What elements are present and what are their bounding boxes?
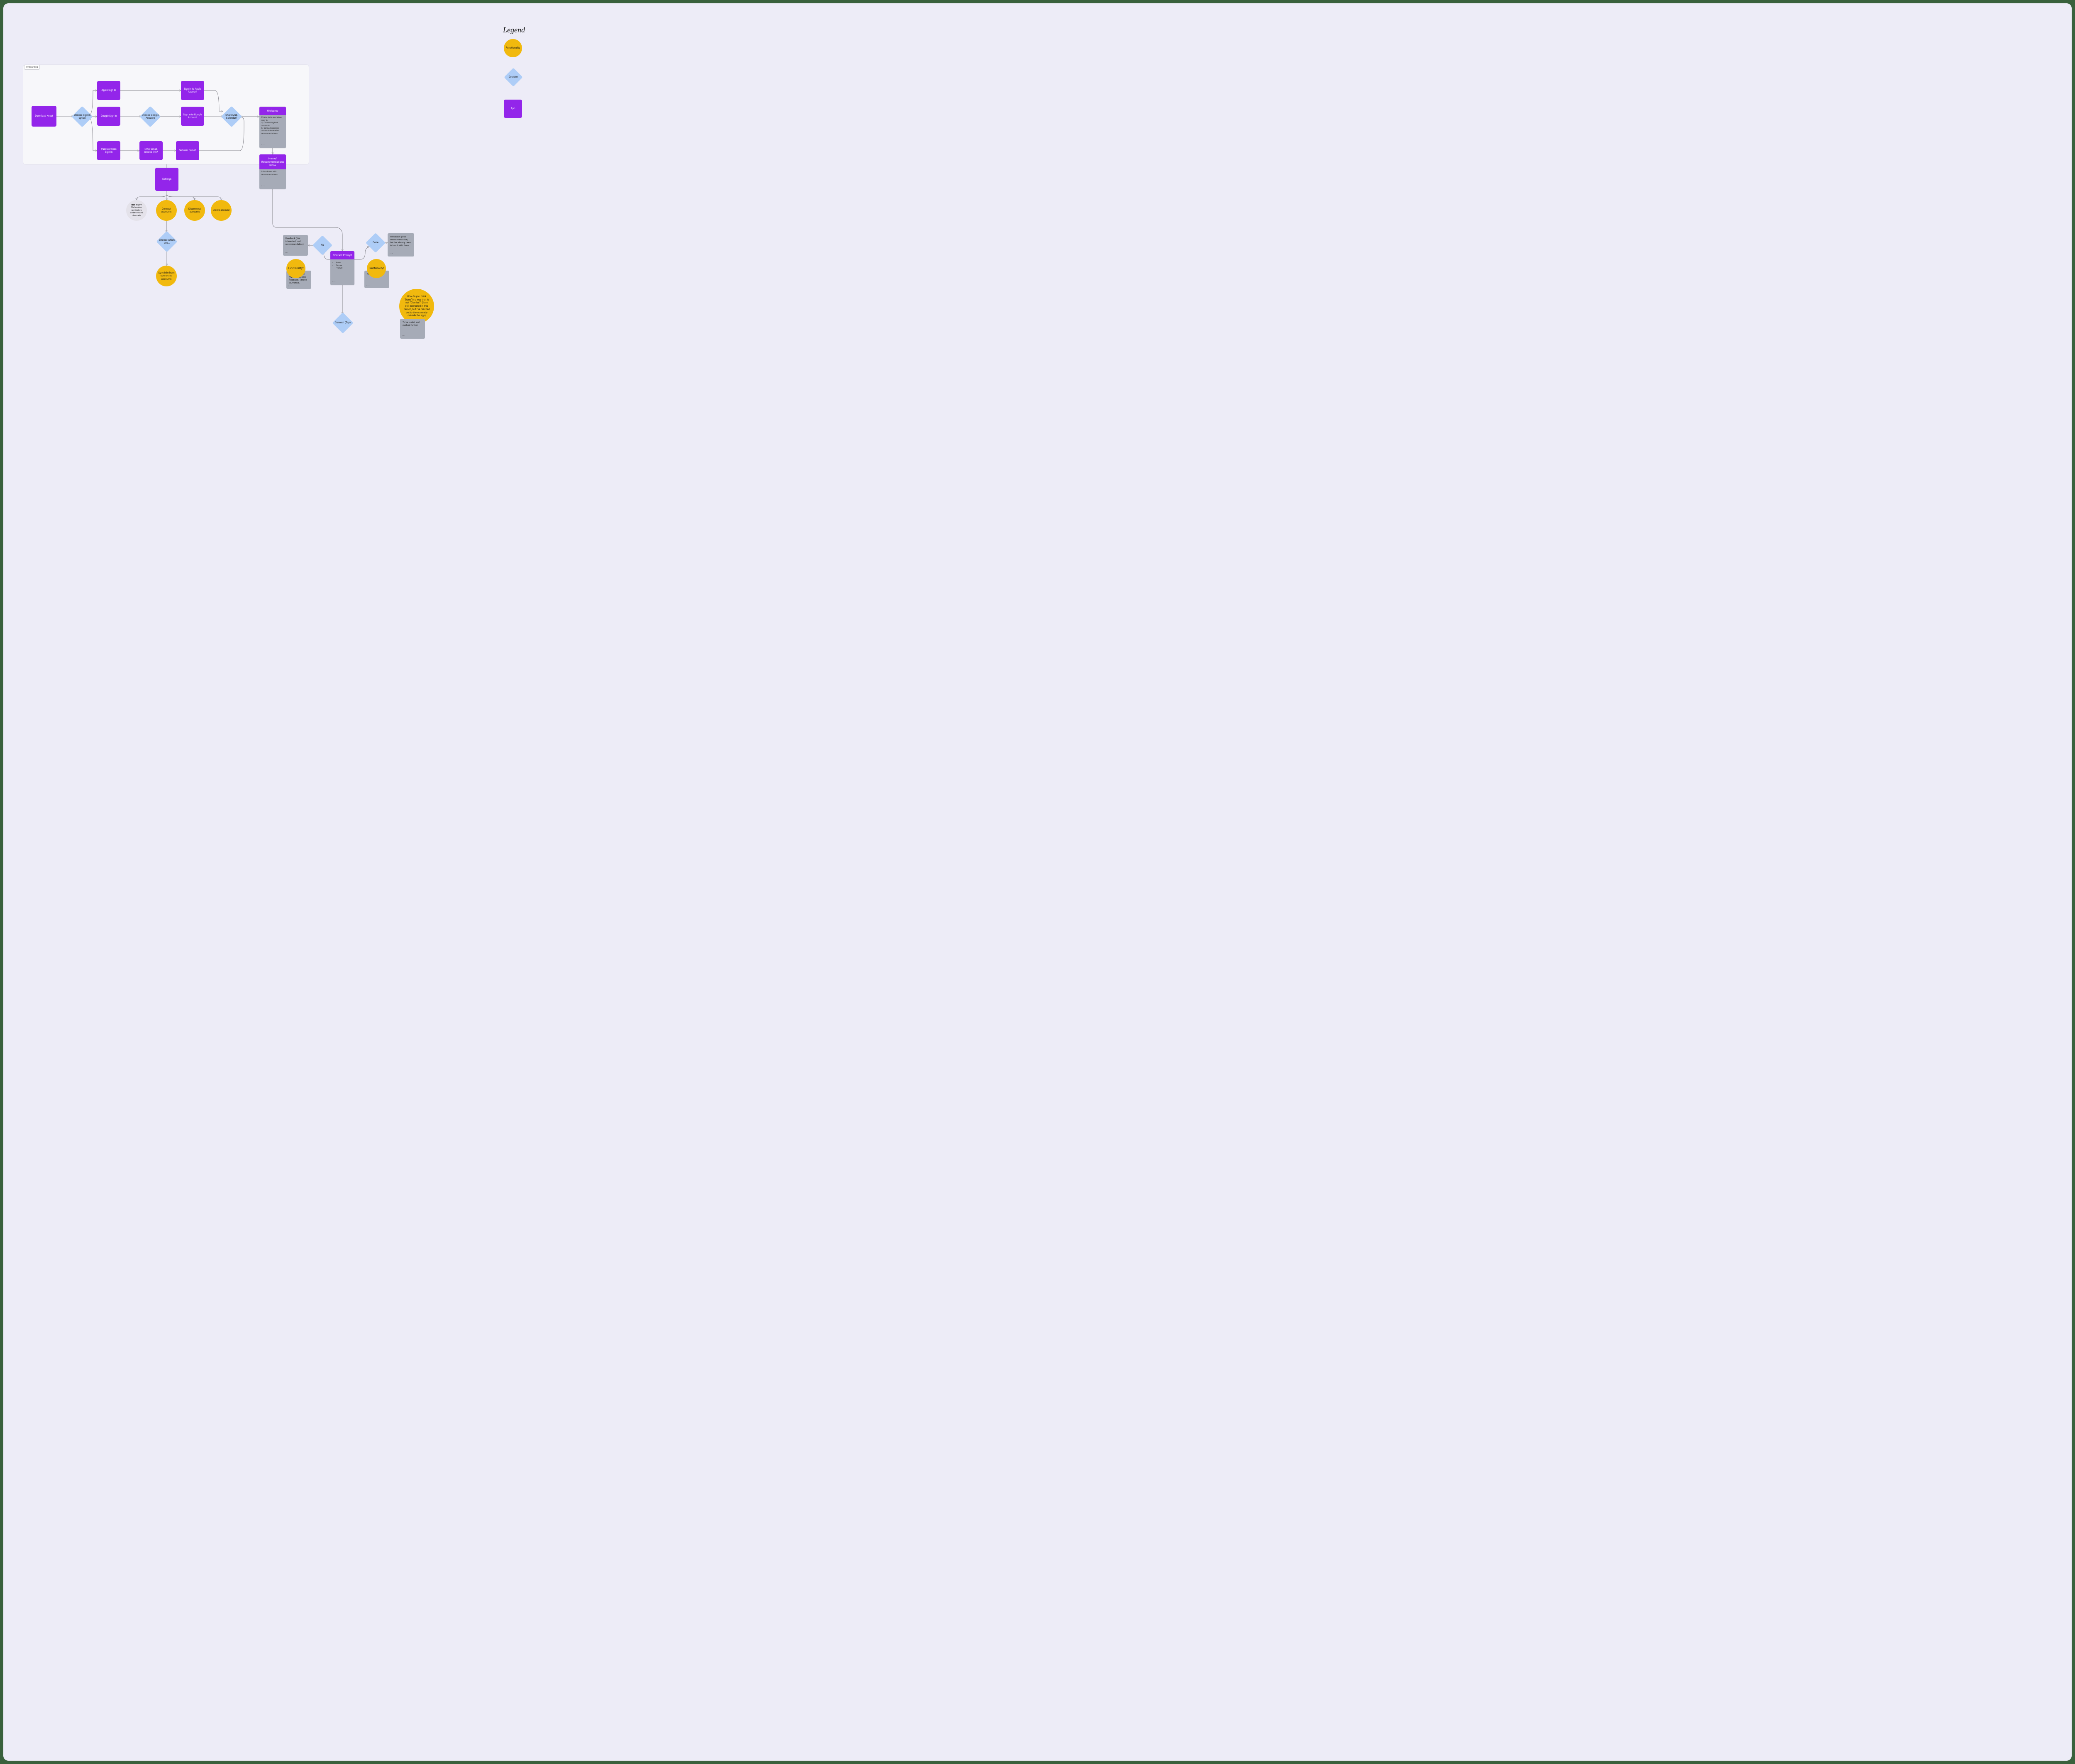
legend-functionality-label: Functionality bbox=[506, 46, 520, 49]
legend-title: Legend bbox=[503, 26, 525, 34]
node-enter-email: Enter email, receive link? bbox=[139, 141, 163, 160]
label: Choose which acc... bbox=[157, 232, 177, 252]
connectors bbox=[3, 3, 530, 393]
card-body: Empty state prompting user to a) Connect… bbox=[259, 115, 286, 148]
legend-app: App bbox=[504, 100, 522, 118]
node-share-mail-calendar: Share Mail, Calendar? bbox=[224, 109, 239, 124]
label: Functionality? bbox=[369, 267, 384, 270]
label: Choose Google Account bbox=[140, 107, 160, 127]
node-settings: Settings bbox=[155, 168, 178, 191]
node-functionality-right: Functionality? bbox=[367, 259, 386, 278]
label: Done bbox=[366, 233, 385, 252]
onboarding-tab: Onboarding bbox=[24, 65, 40, 70]
label: Passwordless Sign In bbox=[99, 148, 119, 154]
card-title: Home/ Recommendations Inbox bbox=[259, 154, 286, 169]
node-functionality-left: Functionality? bbox=[286, 259, 305, 278]
label: Delete account bbox=[213, 209, 229, 212]
legend-app-label: App bbox=[511, 107, 515, 110]
note-text: Feedback (Not interested, bad recommenda… bbox=[286, 237, 304, 246]
node-google-signin: Google Sign in bbox=[97, 107, 120, 126]
list-item: Prompt bbox=[336, 267, 352, 270]
node-choose-which-account: Choose which acc... bbox=[159, 234, 174, 249]
card-welcome: Welcome Empty state prompting user to a)… bbox=[259, 107, 286, 148]
node-signin-apple-account: Sign in to Apple Account bbox=[181, 81, 204, 100]
label: Settings bbox=[162, 178, 171, 181]
node-not-mvp: Not MVP?Determine reminders cadence and … bbox=[126, 200, 147, 221]
label: Sync Info from connected accounts bbox=[158, 271, 175, 281]
label: Download Knect bbox=[35, 115, 53, 118]
ellipsis-icon: ••• bbox=[402, 335, 405, 338]
label: Choose Sign in option bbox=[72, 107, 92, 127]
label: Google Sign in bbox=[101, 115, 117, 118]
legend-functionality: Functionality bbox=[504, 39, 522, 57]
label: Apple Sign In bbox=[102, 89, 116, 92]
label: Connect (Tap) bbox=[333, 313, 353, 333]
label: Disconnect accounts bbox=[186, 208, 203, 213]
card-body: Inbox/home with recommendations ••• bbox=[259, 169, 286, 189]
label: Functionality? bbox=[288, 267, 304, 270]
ellipsis-icon: ••• bbox=[288, 285, 292, 288]
ellipsis-icon: ••• bbox=[366, 284, 370, 287]
card-home-recommendations: Home/ Recommendations Inbox Inbox/home w… bbox=[259, 154, 286, 189]
node-set-username: Set user name? bbox=[176, 141, 199, 160]
label: No bbox=[313, 236, 332, 255]
ellipsis-icon: ••• bbox=[390, 253, 393, 256]
label: Not MVP?Determine reminders cadence and … bbox=[128, 204, 145, 217]
node-delete-account: Delete account bbox=[211, 200, 232, 221]
node-connect-accounts: Connect accounts bbox=[156, 200, 177, 221]
label: Sign in to Google Account bbox=[183, 113, 203, 120]
node-apple-signin: Apple Sign In bbox=[97, 81, 120, 100]
bubble-text: How do you mark "Done" in a way that is … bbox=[403, 295, 430, 318]
legend-decision-label: Decision bbox=[504, 68, 522, 86]
node-choose-google-account: Choose Google Account bbox=[143, 109, 158, 124]
node-download-knect: Download Knect bbox=[32, 106, 56, 127]
ellipsis-icon: ••• bbox=[261, 185, 265, 188]
ellipsis-icon: ••• bbox=[285, 252, 288, 255]
node-signin-google-account: Sign in to Google Account bbox=[181, 107, 204, 126]
node-choose-signin: Choose Sign in option bbox=[75, 109, 90, 124]
note-text: Feedback: good recommendation, but I've … bbox=[390, 236, 411, 247]
label: Enter email, receive link? bbox=[141, 148, 161, 154]
ellipsis-icon: ••• bbox=[261, 144, 265, 147]
ellipsis-icon: ••• bbox=[332, 281, 336, 284]
node-disconnect-accounts: Disconnect accounts bbox=[184, 200, 205, 221]
note-text: To be tested and evolved further bbox=[403, 321, 420, 327]
label: Set user name? bbox=[179, 149, 196, 152]
node-done: Done bbox=[369, 236, 383, 250]
note-tbd: To be tested and evolved further ••• bbox=[400, 319, 425, 339]
card-contact-prompt: Contact Prompt Name Picture Prompt ••• bbox=[330, 251, 354, 285]
label: Share Mail, Calendar? bbox=[222, 107, 242, 127]
card-title: Welcome bbox=[259, 107, 286, 115]
card-body-text: Empty state prompting user to a) Connect… bbox=[261, 117, 282, 135]
card-body: Name Picture Prompt ••• bbox=[330, 259, 354, 285]
node-connect-tap: Connect (Tap) bbox=[335, 315, 350, 330]
note-feedback-good: Feedback: good recommendation, but I've … bbox=[388, 233, 414, 257]
legend-decision: Decision bbox=[507, 71, 520, 84]
diagram-canvas: Legend Functionality Decision App Onboar… bbox=[3, 3, 530, 393]
node-no: No bbox=[315, 238, 330, 252]
card-body-text: Inbox/home with recommendations bbox=[261, 171, 278, 176]
card-title: Contact Prompt bbox=[330, 251, 354, 259]
node-passwordless-signin: Passwordless Sign In bbox=[97, 141, 120, 160]
node-sync-info: Sync Info from connected accounts bbox=[156, 266, 177, 286]
label: Connect accounts bbox=[158, 208, 175, 213]
label: Sign in to Apple Account bbox=[183, 88, 203, 94]
note-feedback-negative: Feedback (Not interested, bad recommenda… bbox=[283, 235, 308, 256]
